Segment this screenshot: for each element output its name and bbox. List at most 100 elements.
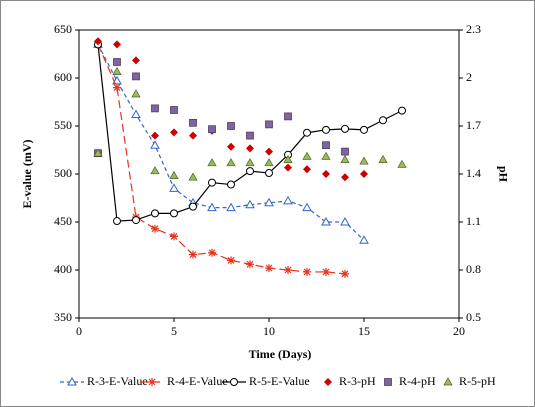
marker	[303, 267, 311, 276]
legend-label: R-4-E-Value	[167, 374, 228, 388]
marker	[398, 106, 406, 115]
marker	[360, 125, 368, 134]
marker	[302, 151, 312, 160]
marker	[265, 147, 273, 156]
y-tick-label: 600	[54, 70, 72, 84]
marker	[359, 156, 369, 165]
marker	[246, 144, 254, 153]
legend-item: R-5-pH	[443, 374, 496, 388]
marker	[170, 209, 178, 218]
marker	[227, 122, 235, 130]
marker	[169, 170, 179, 179]
y2-axis-title: pH	[496, 166, 510, 183]
legend-marker	[148, 378, 156, 386]
marker	[132, 216, 140, 225]
marker	[245, 199, 255, 209]
marker	[303, 165, 311, 174]
marker	[341, 147, 349, 156]
marker	[265, 264, 273, 273]
marker	[245, 158, 255, 167]
marker	[321, 216, 331, 226]
y-tick-label: 400	[54, 262, 72, 276]
legend-label: R-5-E-Value	[249, 374, 310, 388]
legend-label: R-5-pH	[459, 374, 496, 388]
marker	[170, 232, 178, 241]
legend-marker	[67, 376, 77, 386]
marker	[322, 267, 330, 276]
marker	[113, 217, 121, 226]
y-tick-label: 500	[54, 166, 72, 180]
y2-tick-label: 0.8	[466, 262, 481, 276]
marker	[170, 128, 178, 137]
marker	[113, 58, 121, 66]
marker	[208, 178, 216, 187]
marker	[340, 216, 350, 226]
y2-tick-label: 1.7	[466, 118, 481, 132]
marker	[189, 202, 197, 211]
marker	[208, 125, 216, 134]
marker	[340, 154, 350, 163]
marker	[112, 66, 122, 75]
x-tick-label: 15	[358, 324, 370, 338]
x-tick-label: 10	[263, 324, 275, 338]
marker	[93, 148, 103, 157]
marker	[151, 131, 159, 140]
y-tick-label: 450	[54, 214, 72, 228]
legend-marker	[324, 378, 332, 386]
marker	[151, 104, 159, 113]
marker	[322, 125, 330, 134]
y2-tick-label: 1.1	[466, 214, 481, 228]
legend-marker	[230, 378, 238, 386]
y-tick-label: 350	[54, 310, 72, 324]
marker	[131, 109, 141, 118]
x-axis-title: Time (Days)	[249, 347, 312, 361]
marker	[397, 159, 407, 168]
y2-tick-label: 1.4	[466, 166, 481, 180]
legend-item: R-5-E-Value	[222, 374, 310, 388]
y-tick-label: 550	[54, 118, 72, 132]
marker	[207, 202, 217, 212]
marker	[189, 131, 197, 140]
marker	[264, 158, 274, 167]
legend-item: R-3-pH	[324, 374, 376, 388]
marker	[227, 256, 235, 265]
marker	[246, 167, 254, 176]
x-tick-label: 0	[76, 324, 82, 338]
legend-item: R-4-pH	[384, 374, 436, 388]
marker	[227, 180, 235, 189]
marker	[131, 89, 141, 98]
marker	[132, 72, 140, 81]
marker	[226, 202, 236, 212]
marker	[113, 83, 121, 92]
marker	[207, 158, 217, 167]
y-tick-label: 650	[54, 22, 72, 36]
marker	[302, 202, 312, 212]
legend-item: R-4-E-Value	[140, 374, 228, 388]
legend-item: R-3-E-Value	[60, 374, 148, 388]
marker	[284, 266, 292, 274]
marker	[151, 224, 159, 233]
legend-label: R-4-pH	[399, 374, 436, 388]
marker	[169, 183, 179, 192]
marker	[264, 197, 274, 207]
marker	[379, 116, 387, 125]
marker	[132, 56, 140, 65]
marker	[246, 131, 254, 140]
marker	[189, 118, 197, 127]
marker	[303, 128, 311, 137]
marker	[283, 195, 293, 205]
marker	[150, 166, 160, 175]
marker	[94, 37, 102, 46]
marker	[321, 151, 331, 160]
x-tick-label: 5	[171, 324, 177, 338]
marker	[208, 248, 216, 257]
marker	[360, 170, 368, 178]
marker	[265, 120, 273, 129]
marker	[246, 260, 254, 269]
marker	[284, 163, 292, 172]
y2-tick-label: 2	[466, 70, 472, 84]
marker	[113, 40, 121, 49]
legend-marker	[384, 378, 392, 386]
y-axis-title: E-value (mV)	[20, 140, 34, 209]
